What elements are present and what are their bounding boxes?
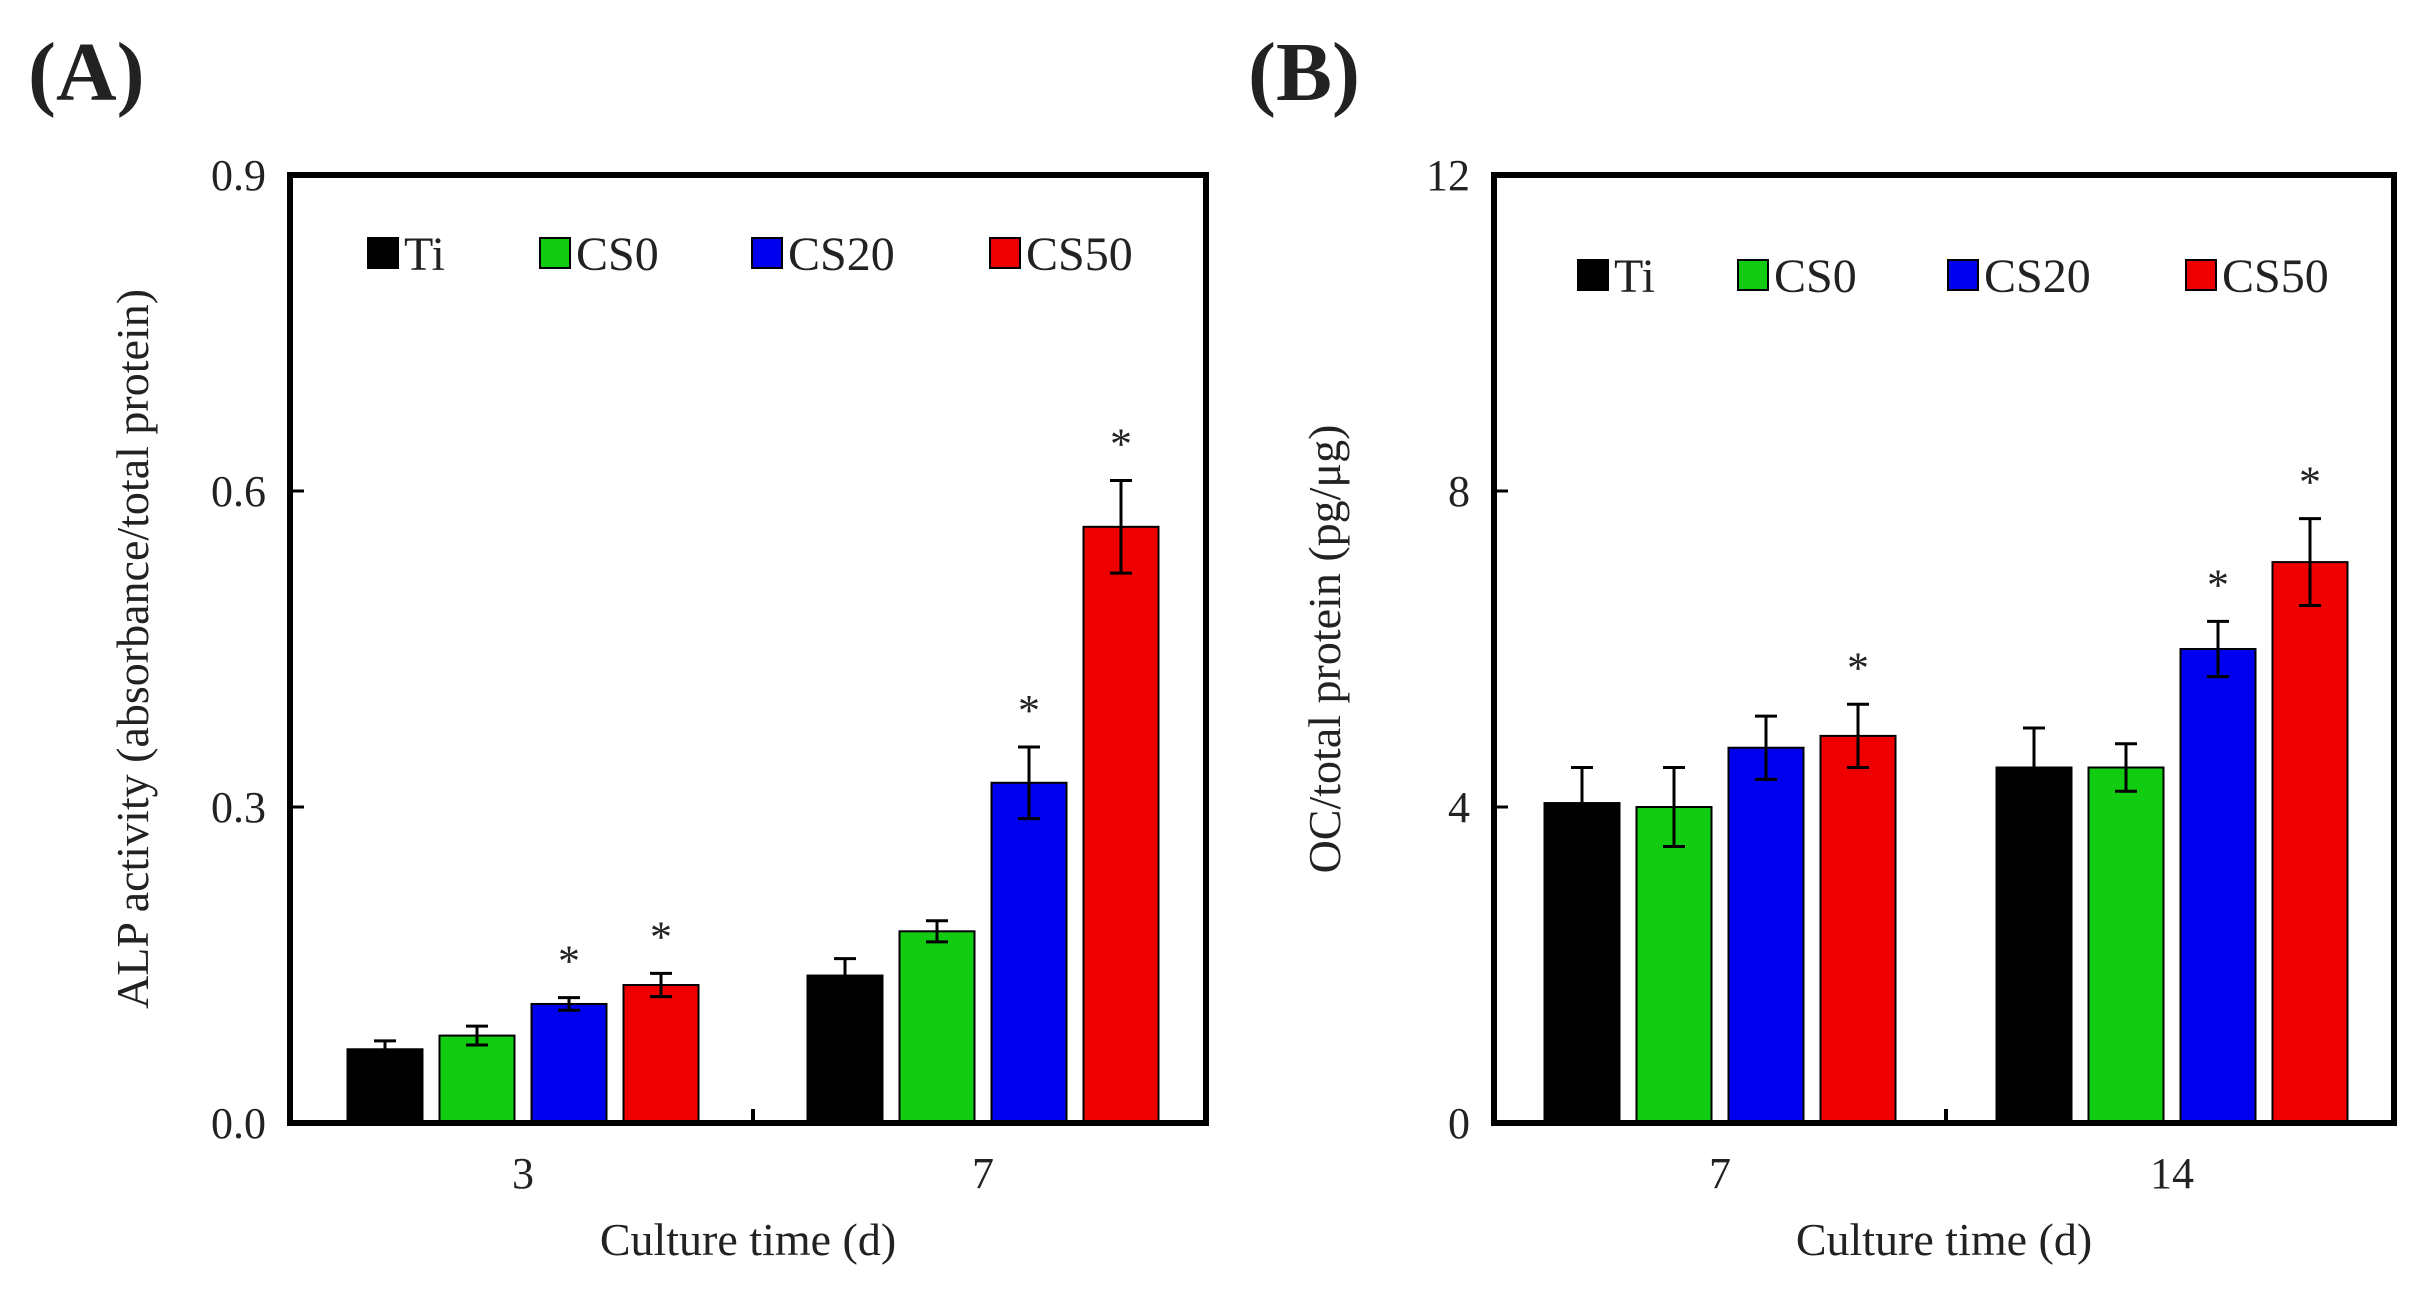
- chart0-legend-swatch: [989, 237, 1021, 269]
- chart0-ytick-label: 0.3: [211, 783, 266, 832]
- chart0-bar-cs0-3: [438, 1034, 516, 1125]
- chart1-legend-swatch: [1577, 259, 1609, 291]
- chart1-xtick-label: 14: [2150, 1149, 2194, 1198]
- chart1-significance-marker: *: [1847, 643, 1869, 692]
- chart0-bar-cs50-3: [622, 984, 700, 1124]
- chart1-legend-label: Ti: [1614, 250, 1655, 303]
- chart1-xtick-label: 7: [1709, 1149, 1731, 1198]
- chart1-ytick-label: 0: [1448, 1099, 1470, 1148]
- chart1-bar-ti-7: [1543, 802, 1621, 1124]
- chart1-bar-cs20-14: [2179, 648, 2257, 1124]
- chart0-legend-swatch: [751, 237, 783, 269]
- chart1-bar-ti-14: [1995, 766, 2073, 1124]
- chart0-bar-cs20-3: [530, 1002, 608, 1124]
- chart0-legend-label: CS50: [1026, 228, 1133, 281]
- chart0-ytick-label: 0.9: [211, 151, 266, 200]
- chart1-legend-swatch: [2185, 259, 2217, 291]
- chart1-significance-marker: *: [2299, 458, 2321, 507]
- chart0-significance-marker: *: [1110, 419, 1132, 468]
- chart0-plot-frame: [287, 172, 1209, 1126]
- chart1-legend-label: CS50: [2222, 250, 2329, 303]
- chart0-bar-cs50-7: [1082, 525, 1160, 1124]
- chart0-ylabel: ALP activity (absorbance/total protein): [107, 289, 158, 1009]
- chart0-xlabel: Culture time (d): [600, 1214, 896, 1265]
- chart0-ytick-label: 0.6: [211, 467, 266, 516]
- chart1-ytick-label: 12: [1426, 151, 1470, 200]
- chart0-legend-label: CS20: [788, 228, 895, 281]
- chart0-legend-label: Ti: [404, 228, 445, 281]
- chart1-bar-cs50-14: [2271, 561, 2349, 1124]
- chart0-bar-ti-7: [806, 974, 884, 1124]
- chart0-legend-swatch: [367, 237, 399, 269]
- chart0-significance-marker: *: [558, 937, 580, 986]
- chart1-bar-cs20-7: [1727, 746, 1805, 1124]
- chart1-xlabel: Culture time (d): [1796, 1214, 2092, 1265]
- chart1-legend-label: CS20: [1984, 250, 2091, 303]
- chart0-xtick-label: 7: [972, 1149, 994, 1198]
- chart1-legend-swatch: [1737, 259, 1769, 291]
- chart1-bar-cs0-7: [1635, 806, 1713, 1124]
- chart0-panel-label: (A): [28, 26, 145, 119]
- chart0-legend-label: CS0: [576, 228, 659, 281]
- chart1-bar-cs0-14: [2087, 766, 2165, 1124]
- chart0-bar-cs20-7: [990, 781, 1068, 1124]
- chart0-legend-swatch: [539, 237, 571, 269]
- chart1-ytick-label: 8: [1448, 467, 1470, 516]
- chart0-bar-cs0-7: [898, 930, 976, 1124]
- chart1-legend-swatch: [1947, 259, 1979, 291]
- chart1-ylabel: OC/total protein (pg/μg): [1299, 425, 1350, 874]
- chart1-legend-label: CS0: [1774, 250, 1857, 303]
- chart0-xtick-label: 3: [512, 1149, 534, 1198]
- chart1-plot-frame: [1491, 172, 2397, 1126]
- chart1-panel-label: (B): [1248, 26, 1360, 119]
- chart0-bar-ti-3: [346, 1048, 424, 1125]
- chart0-ytick-label: 0.0: [211, 1099, 266, 1148]
- chart1-ytick-label: 4: [1448, 783, 1470, 832]
- chart1-bar-cs50-7: [1819, 734, 1897, 1125]
- chart0-significance-marker: *: [1018, 686, 1040, 735]
- chart1-significance-marker: *: [2207, 560, 2229, 609]
- chart0-significance-marker: *: [650, 912, 672, 961]
